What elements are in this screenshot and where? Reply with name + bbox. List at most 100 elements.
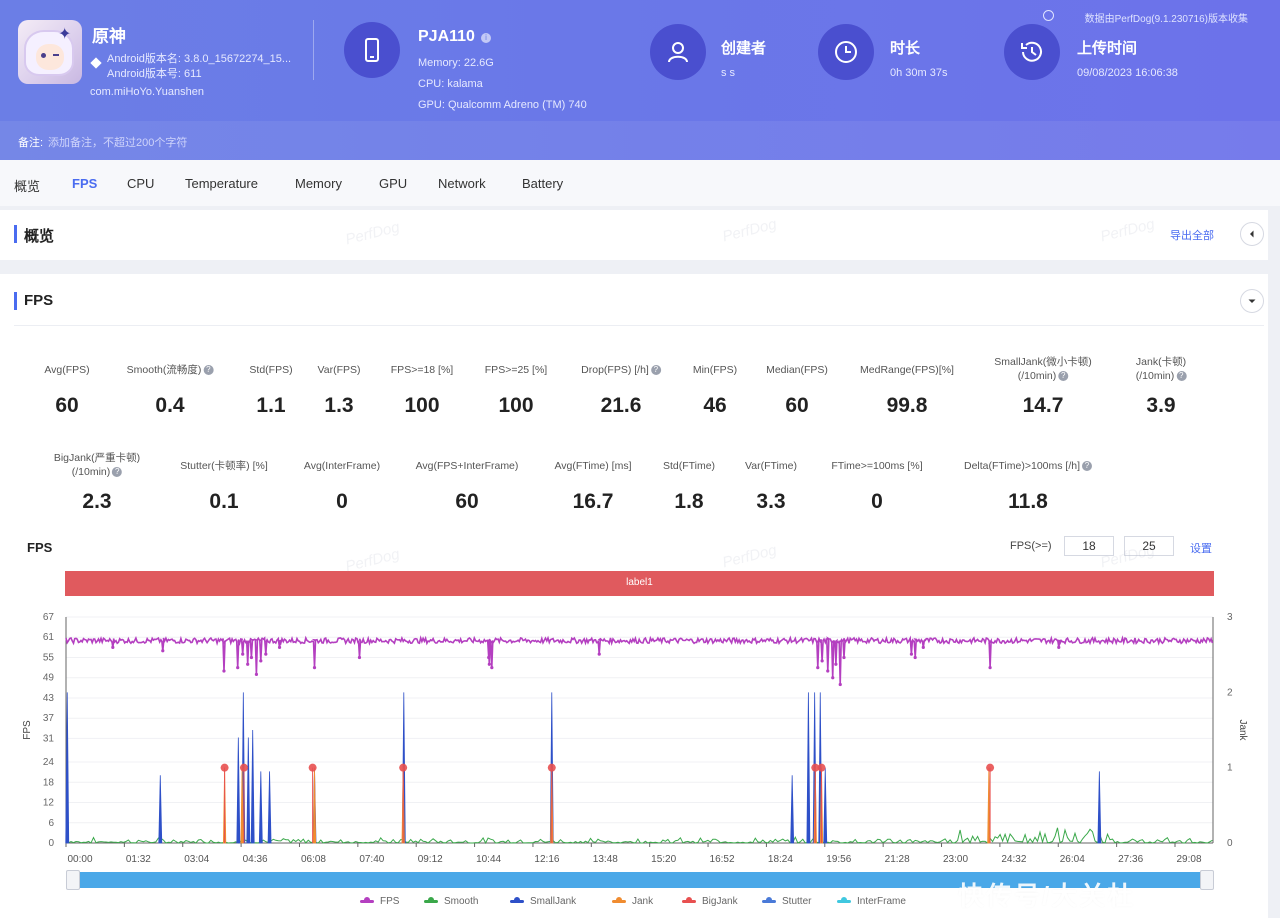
chart-title: FPS bbox=[27, 540, 53, 555]
upload-value: 09/08/2023 16:06:38 bbox=[1077, 67, 1178, 79]
device-cpu: CPU: kalama bbox=[418, 78, 483, 90]
zoom-slider-right-handle[interactable] bbox=[1200, 870, 1214, 890]
jank-spike bbox=[987, 767, 991, 844]
stat-label: Var(FPS) bbox=[317, 364, 361, 376]
fps-dip-point bbox=[161, 649, 165, 653]
help-icon[interactable]: ? bbox=[1058, 371, 1069, 382]
legend-swatch bbox=[510, 897, 524, 904]
stat-value: 16.7 bbox=[572, 490, 614, 513]
bigjank-marker bbox=[308, 763, 317, 772]
stat-label: Std(FTime) bbox=[662, 460, 716, 472]
chevron-left-icon bbox=[1250, 230, 1254, 238]
fps-dip-point bbox=[842, 655, 846, 660]
bigjank-marker bbox=[986, 763, 995, 772]
export-all-link[interactable]: 导出全部 bbox=[1170, 230, 1214, 242]
stat-label: Stutter(卡顿率) [%] bbox=[180, 460, 268, 472]
stat-label: Avg(FTime) [ms] bbox=[554, 460, 632, 472]
stat-label: BigJank(严重卡顿) (/10min)? bbox=[53, 452, 141, 478]
upload-title: 上传时间 bbox=[1077, 40, 1138, 57]
stat-value: 60 bbox=[455, 490, 479, 513]
duration-title: 时长 bbox=[890, 40, 921, 57]
y-tick-label: 37 bbox=[43, 713, 55, 724]
divider bbox=[313, 20, 314, 80]
threshold-setting-link[interactable]: 设置 bbox=[1190, 543, 1212, 555]
help-icon[interactable]: ? bbox=[650, 365, 661, 376]
fps-dip-point bbox=[490, 665, 494, 670]
collapse-button[interactable] bbox=[1240, 222, 1264, 246]
legend-item-fps[interactable]: FPS bbox=[360, 896, 399, 907]
fps-dip-point bbox=[487, 662, 491, 666]
smalljank-spike bbox=[1097, 771, 1102, 844]
y-tick-label: 55 bbox=[43, 652, 55, 663]
help-icon[interactable]: ? bbox=[1082, 461, 1093, 472]
y2-tick-label: 0 bbox=[1227, 838, 1233, 849]
zoom-slider-left-handle[interactable] bbox=[66, 870, 80, 890]
stat-label: Avg(FPS) bbox=[44, 364, 90, 376]
stat-label: SmallJank(微小卡顿) (/10min)? bbox=[994, 356, 1092, 382]
chart-legend: FPS Smooth SmallJank Jank BigJank Stutter Inte… bbox=[0, 896, 1280, 910]
y-tick-label: 31 bbox=[43, 733, 55, 744]
tab-overview[interactable]: 概览 bbox=[14, 179, 41, 194]
x-tick-label: 13:48 bbox=[593, 854, 618, 865]
fps-threshold-input-1[interactable]: 18 bbox=[1064, 536, 1114, 556]
legend-item-interframe[interactable]: InterFrame bbox=[837, 896, 906, 907]
tab-network[interactable]: Network bbox=[438, 176, 486, 191]
legend-item-stutter[interactable]: Stutter bbox=[762, 896, 811, 907]
stat-label: Median(FPS) bbox=[766, 364, 828, 376]
expand-button[interactable] bbox=[1240, 289, 1264, 313]
x-tick-label: 26:04 bbox=[1060, 854, 1085, 865]
fps-dip-point bbox=[820, 659, 824, 663]
tab-bar: 概览 FPS CPU Temperature Memory GPU Networ… bbox=[0, 160, 1280, 206]
legend-item-jank[interactable]: Jank bbox=[612, 896, 653, 907]
smalljank-spike bbox=[158, 775, 163, 844]
help-icon[interactable]: ? bbox=[112, 467, 123, 478]
jank-spike bbox=[240, 767, 244, 844]
legend-item-smalljank[interactable]: SmallJank bbox=[510, 896, 576, 907]
smalljank-spike bbox=[823, 767, 828, 844]
tab-fps[interactable]: FPS bbox=[72, 176, 98, 191]
tab-battery[interactable]: Battery bbox=[522, 176, 564, 191]
fps-card bbox=[0, 274, 1268, 918]
duration-value: 0h 30m 37s bbox=[890, 67, 948, 79]
y-tick-label: 67 bbox=[43, 612, 55, 623]
legend-item-bigjank[interactable]: BigJank bbox=[682, 896, 738, 907]
stat-label: Var(FTime) bbox=[745, 460, 797, 472]
app-name: 原神 bbox=[92, 27, 126, 46]
help-icon[interactable]: ? bbox=[203, 365, 214, 376]
legend-label: BigJank bbox=[702, 896, 738, 907]
fps-dip-point bbox=[222, 669, 226, 673]
stat-value: 100 bbox=[404, 394, 440, 417]
y2-tick-label: 3 bbox=[1227, 612, 1233, 623]
remark-input[interactable]: 添加备注，不超过200个字符 bbox=[48, 137, 188, 149]
stat-value: 0 bbox=[871, 490, 883, 513]
fps-threshold-input-2[interactable]: 25 bbox=[1124, 536, 1174, 556]
info-icon[interactable]: i bbox=[481, 33, 491, 43]
label-band[interactable]: label1 bbox=[65, 571, 1214, 596]
fps-dip-point bbox=[816, 665, 820, 670]
fps-dip-point bbox=[597, 652, 601, 656]
legend-label: Stutter bbox=[782, 896, 812, 907]
stat-label: Min(FPS) bbox=[692, 364, 738, 376]
x-tick-label: 09:12 bbox=[418, 854, 443, 865]
legend-label: Jank bbox=[632, 896, 654, 907]
tab-cpu[interactable]: CPU bbox=[127, 176, 155, 191]
zoom-slider-track[interactable] bbox=[66, 872, 1214, 888]
legend-item-smooth[interactable]: Smooth bbox=[424, 896, 478, 907]
stat-value: 11.8 bbox=[1008, 490, 1048, 513]
creator-value: s s bbox=[721, 67, 736, 79]
fps-dip-point bbox=[357, 655, 362, 660]
tab-memory[interactable]: Memory bbox=[295, 176, 342, 191]
stat-value: 1.8 bbox=[674, 490, 704, 513]
y-tick-label: 24 bbox=[43, 757, 55, 768]
smalljank-spike bbox=[790, 775, 795, 844]
bigjank-marker bbox=[811, 763, 820, 772]
tab-gpu[interactable]: GPU bbox=[379, 176, 408, 191]
fps-dip-point bbox=[312, 665, 317, 670]
help-icon[interactable]: ? bbox=[1176, 371, 1187, 382]
tab-temperature[interactable]: Temperature bbox=[185, 176, 258, 191]
smooth-series bbox=[65, 827, 1213, 845]
legend-label: FPS bbox=[380, 896, 400, 907]
stat-value: 46 bbox=[703, 394, 727, 417]
y-tick-label: 18 bbox=[43, 777, 55, 788]
